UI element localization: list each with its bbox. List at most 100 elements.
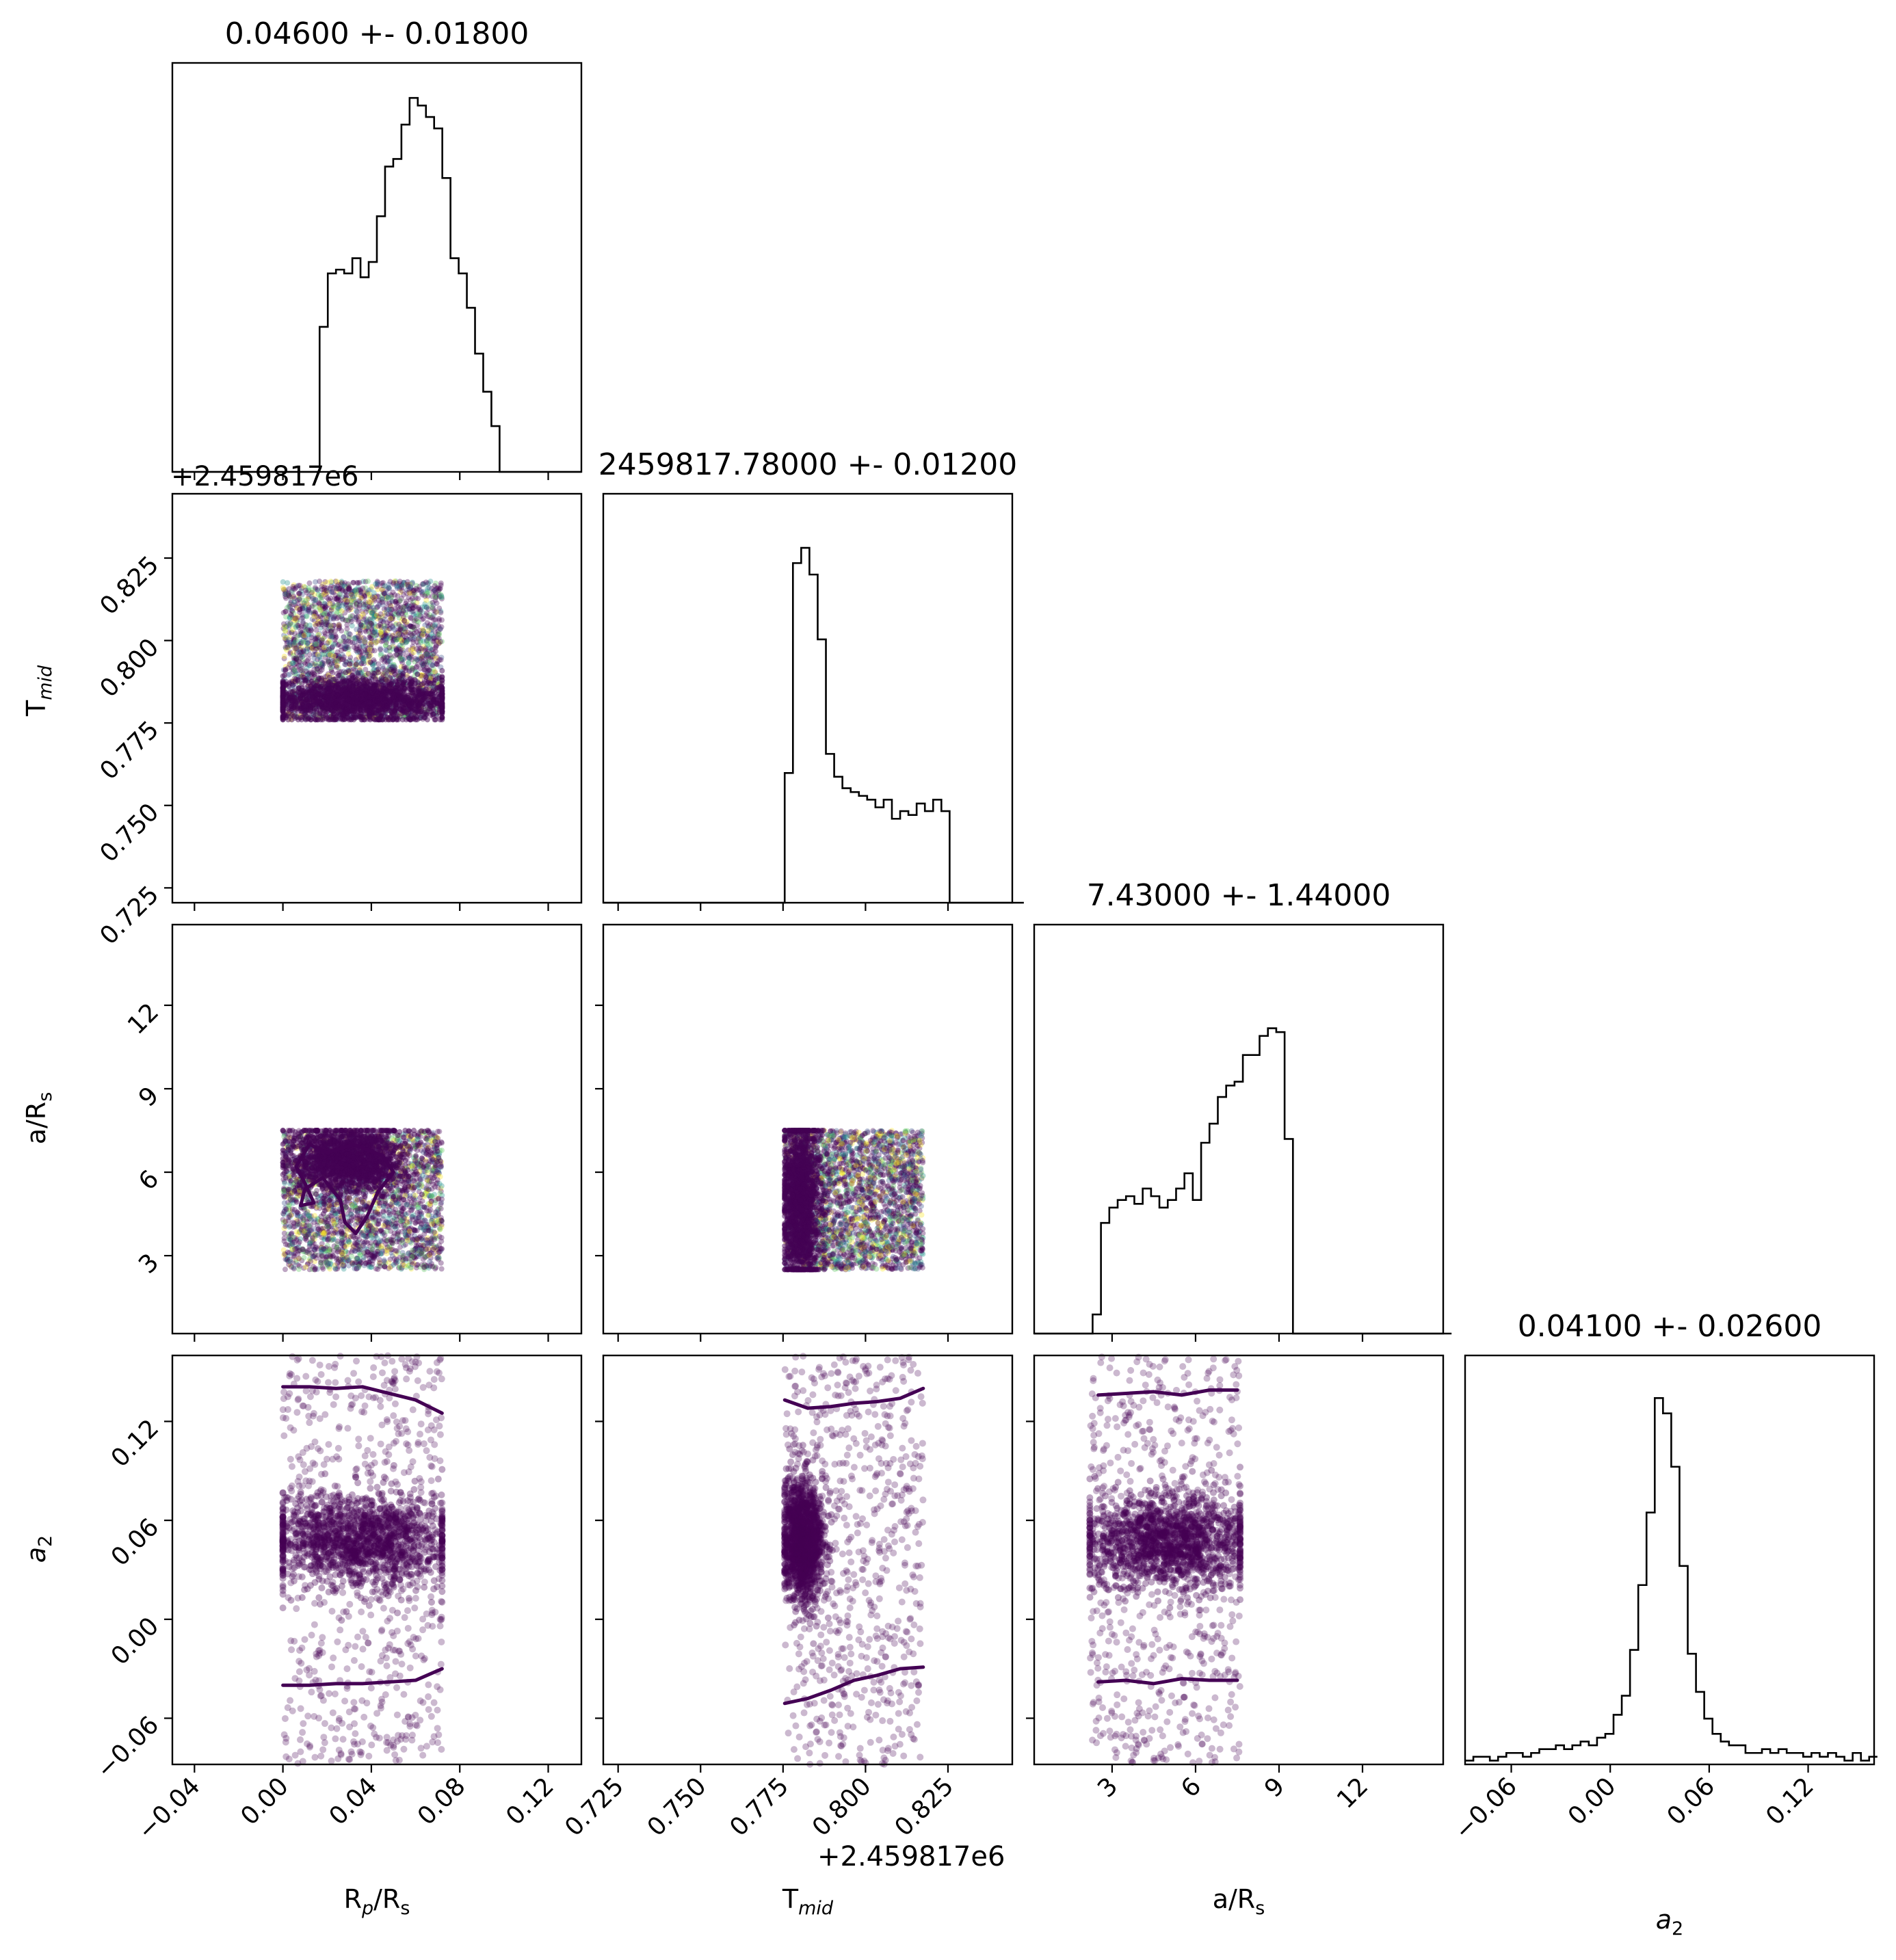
scatter-point xyxy=(420,626,425,632)
scatter-point xyxy=(374,717,380,722)
scatter-point xyxy=(425,624,431,629)
scatter-point xyxy=(369,611,375,616)
scatter-point xyxy=(300,620,306,626)
scatter-point xyxy=(336,614,341,620)
scatter-point xyxy=(297,607,302,612)
scatter-point xyxy=(423,613,429,618)
scatter-point xyxy=(306,605,312,610)
scatter-point xyxy=(303,598,308,603)
scatter-point xyxy=(410,605,416,611)
scatter-point xyxy=(428,700,434,705)
scatter-point xyxy=(413,706,419,712)
scatter-point xyxy=(282,654,287,659)
scatter-point xyxy=(401,618,407,624)
scatter-point xyxy=(338,716,343,721)
scatter-point xyxy=(286,637,291,642)
scatter-point xyxy=(396,633,401,638)
scatter-point xyxy=(343,702,349,708)
scatter-point xyxy=(393,701,399,706)
scatter-point xyxy=(439,695,445,700)
scatter-point xyxy=(321,704,326,710)
scatter-point xyxy=(349,689,354,694)
scatter-point xyxy=(410,639,416,645)
scatter-point xyxy=(425,652,430,657)
scatter-point xyxy=(404,607,410,613)
scatter-point xyxy=(301,649,306,654)
scatter-point xyxy=(376,661,381,667)
scatter-point xyxy=(422,594,427,599)
scatter-point xyxy=(360,611,366,617)
scatter-point xyxy=(292,691,298,697)
scatter-point xyxy=(379,675,384,680)
scatter-point xyxy=(339,657,345,662)
scatter-point xyxy=(371,605,376,611)
scatter-point xyxy=(388,603,393,609)
scatter-point xyxy=(292,640,298,646)
scatter-point xyxy=(439,717,445,722)
scatter-point xyxy=(387,675,393,680)
scatter-point xyxy=(289,712,295,717)
scatter-point xyxy=(408,624,414,629)
scatter-point xyxy=(436,632,442,637)
scatter-point xyxy=(383,637,389,643)
scatter-point xyxy=(439,680,445,686)
scatter-point xyxy=(399,588,405,594)
scatter-point xyxy=(436,587,441,593)
scatter-point xyxy=(367,659,373,665)
scatter-point xyxy=(301,688,306,693)
scatter-point xyxy=(333,717,339,722)
scatter-point xyxy=(326,587,332,593)
scatter-point xyxy=(429,605,434,610)
scatter-point xyxy=(362,639,367,644)
scatter-point xyxy=(435,659,440,664)
scatter-point xyxy=(280,585,286,591)
scatter-point xyxy=(384,610,389,615)
scatter-point xyxy=(395,683,400,688)
scatter-point xyxy=(346,631,352,636)
scatter-point xyxy=(384,715,390,720)
scatter-point xyxy=(393,599,398,605)
scatter-point xyxy=(327,601,332,607)
scatter-point xyxy=(432,635,437,641)
scatter-point xyxy=(295,677,301,683)
scatter-point xyxy=(400,680,406,686)
scatter-point xyxy=(401,671,406,676)
scatter-point xyxy=(307,622,313,628)
scatter-point xyxy=(338,639,343,644)
scatter-point xyxy=(313,598,318,603)
scatter-point xyxy=(379,657,384,663)
scatter-point xyxy=(329,682,334,687)
scatter-point xyxy=(433,617,438,622)
scatter-point xyxy=(354,589,359,594)
scatter-point xyxy=(308,705,313,711)
scatter-point xyxy=(378,618,383,623)
scatter-point xyxy=(280,686,286,691)
scatter-point xyxy=(291,586,296,592)
scatter-point xyxy=(414,672,420,677)
scatter-point xyxy=(439,668,445,674)
scatter-point xyxy=(328,652,333,657)
scatter-point xyxy=(367,700,372,705)
scatter-point xyxy=(364,708,369,713)
scatter-point xyxy=(304,658,310,663)
scatter-point xyxy=(434,644,439,649)
scatter-point xyxy=(397,656,403,661)
scatter-point xyxy=(313,579,318,585)
scatter-point xyxy=(328,596,333,601)
scatter-point xyxy=(424,641,430,646)
scatter-point xyxy=(416,690,421,696)
scatter-point xyxy=(307,652,313,657)
scatter-point xyxy=(431,680,436,686)
scatter-point xyxy=(307,663,313,668)
scatter-point xyxy=(421,661,427,667)
scatter-point xyxy=(398,706,404,712)
scatter-point xyxy=(432,622,438,627)
scatter-point xyxy=(367,647,372,652)
scatter-point xyxy=(438,581,444,586)
scatter-point xyxy=(388,615,393,621)
scatter-point xyxy=(281,621,287,626)
scatter-point xyxy=(397,626,403,632)
scatter-point xyxy=(410,596,415,601)
scatter-point xyxy=(282,592,287,597)
scatter-point xyxy=(383,642,389,648)
